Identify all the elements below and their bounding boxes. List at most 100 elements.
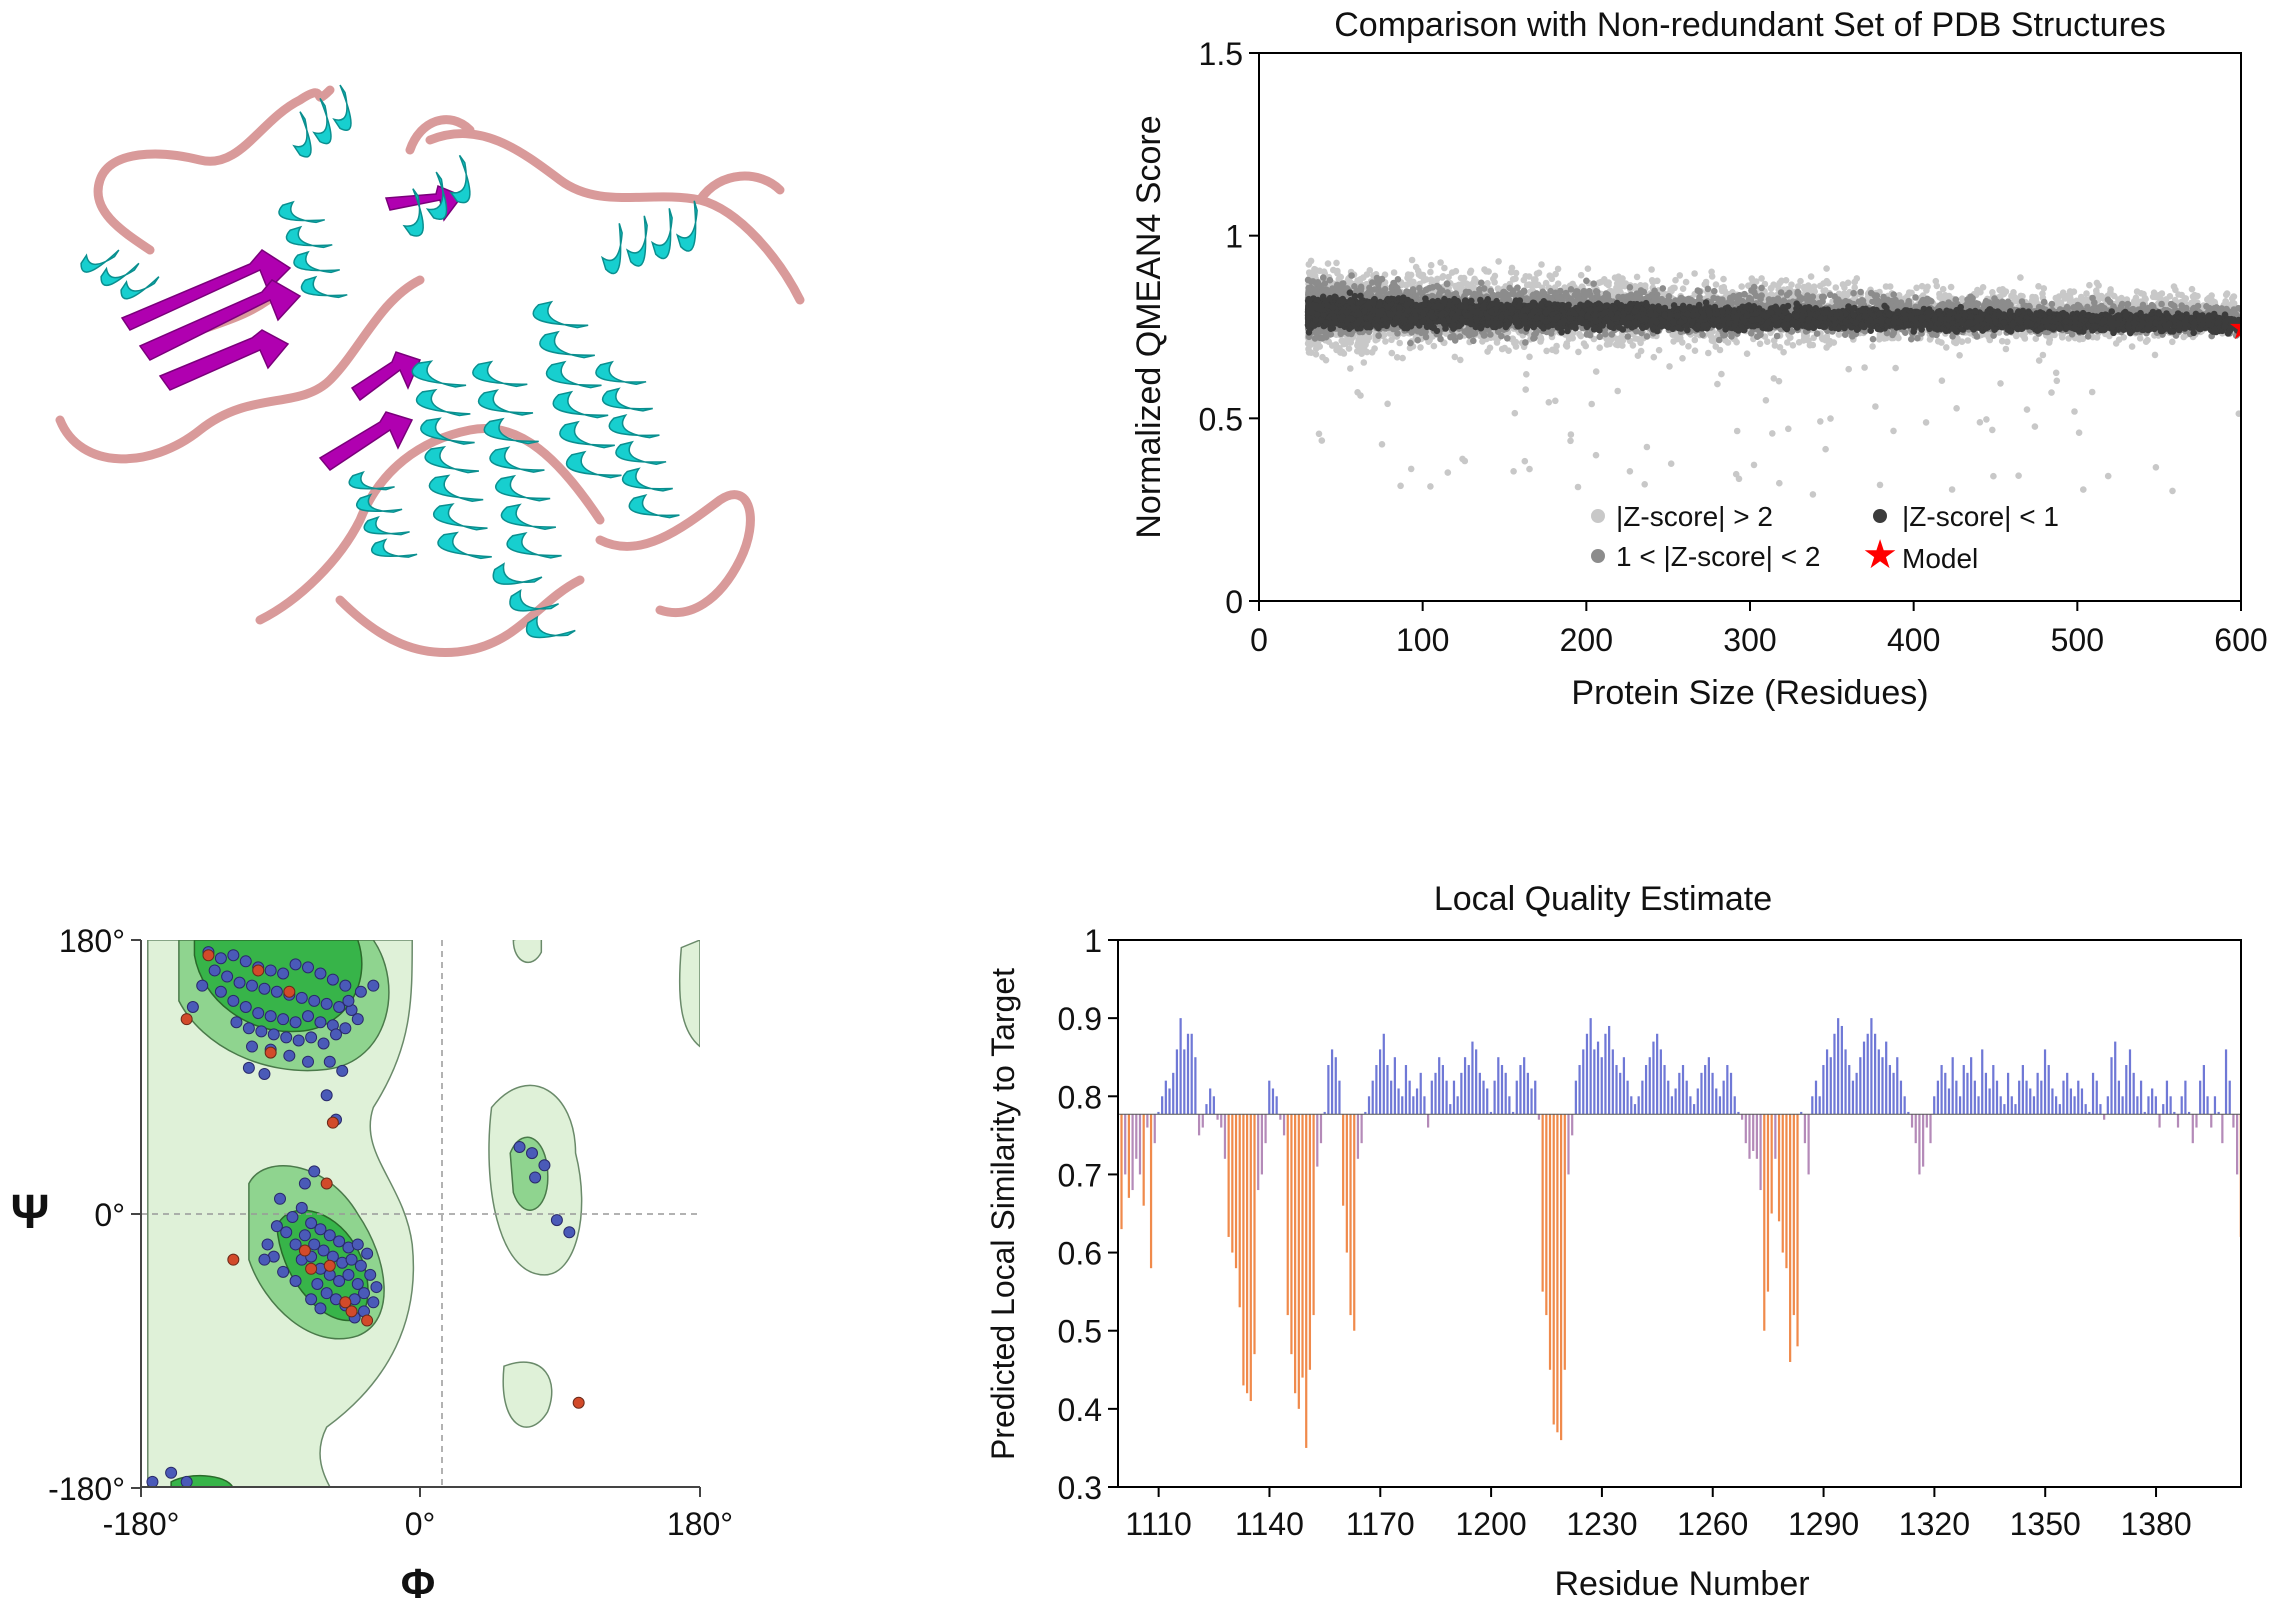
qmean-point <box>1934 338 1942 345</box>
qmean-point <box>1567 437 1574 445</box>
qmean-point <box>1738 283 1745 290</box>
qmean-point <box>1758 275 1765 282</box>
loop-segment <box>255 424 605 625</box>
qmean-point <box>1770 281 1777 289</box>
qmean-point <box>2017 274 2024 281</box>
qmean-point <box>1357 276 1364 283</box>
helix-turn <box>625 215 648 267</box>
qmean-point <box>1822 445 1829 453</box>
qmean-point <box>1788 281 1795 289</box>
qmean-point <box>1722 337 1729 344</box>
helix-turn <box>411 360 467 388</box>
qmean-point <box>1414 267 1422 275</box>
qmean-point <box>1439 274 1446 281</box>
qmean-point <box>1508 264 1516 272</box>
qmean-point <box>2115 336 2123 344</box>
qmean-point <box>1588 400 1595 408</box>
qmean-point <box>1537 338 1544 345</box>
qmean-point <box>1490 275 1497 283</box>
qmean-point <box>1437 259 1444 266</box>
qmean-point <box>1943 344 1950 351</box>
qmean-point <box>1823 265 1830 272</box>
qmean-point <box>1816 282 1824 290</box>
qmean-point <box>1567 431 1575 438</box>
qmean-point <box>1626 468 1634 475</box>
qmean-point <box>2222 291 2230 299</box>
qmean-point <box>1427 276 1435 284</box>
qmean-point <box>1735 475 1743 483</box>
helix-turn <box>80 249 120 273</box>
helix-turn <box>675 200 698 252</box>
helix-turn <box>621 467 673 492</box>
qmean-point <box>2142 338 2150 346</box>
qmean-point <box>1522 273 1529 280</box>
qmean-point <box>2080 486 2087 493</box>
qmean-point <box>1498 345 1506 353</box>
qmean-point <box>1882 283 1890 290</box>
qmean-point <box>1619 279 1627 287</box>
qmean-point <box>1895 334 1902 342</box>
qmean-point <box>2031 423 2039 430</box>
helix-turn <box>420 417 475 445</box>
beta-strand <box>350 351 422 402</box>
qmean-point <box>2053 377 2061 385</box>
loop-segment <box>55 275 425 464</box>
qmean-point <box>1526 465 1533 473</box>
qmean-point <box>1827 415 1834 422</box>
helix-turn <box>552 390 609 419</box>
helix-turn <box>348 470 395 491</box>
qmean-point <box>1655 346 1663 354</box>
qmean-point <box>1574 483 1582 491</box>
qmean-point <box>1495 258 1502 265</box>
qmean-point <box>1733 427 1741 435</box>
qmean-point <box>1876 334 1883 342</box>
qmean-point <box>1445 273 1452 281</box>
helix-turn <box>100 262 140 287</box>
qmean-point <box>1785 425 1792 433</box>
qmean-point <box>1460 274 1468 282</box>
qmean-point <box>2133 288 2141 295</box>
qmean-point <box>2178 291 2185 299</box>
qmean-point <box>1807 273 1815 280</box>
helix-turn <box>449 154 471 204</box>
qmean-point <box>2104 472 2112 480</box>
helix-turn <box>545 360 602 389</box>
qmean-point <box>1522 386 1529 393</box>
qmean-point <box>2093 279 2101 287</box>
qmean-point <box>1535 269 1543 277</box>
qmean-point <box>1648 266 1655 273</box>
qmean-point <box>1606 340 1613 348</box>
qmean-point <box>1712 281 1720 288</box>
qmean-point <box>1676 272 1684 279</box>
qmean-point <box>1505 347 1512 355</box>
qmean-point <box>2011 293 2018 301</box>
helix-turn <box>500 503 557 531</box>
qmean-point <box>1825 341 1833 348</box>
qmean-point <box>1319 353 1326 361</box>
qmean-title: Comparison with Non-redundant Set of PDB… <box>1334 6 2166 44</box>
qmean-point <box>1543 347 1550 355</box>
qmean-point <box>1809 491 1817 498</box>
qmean-point <box>1748 275 1756 282</box>
qmean-point <box>1784 339 1791 346</box>
qmean-point <box>1396 339 1403 347</box>
helix-turn <box>370 538 418 558</box>
helix-turn <box>402 188 424 237</box>
qmean-point <box>1801 334 1808 342</box>
qmean-point <box>1444 469 1452 476</box>
qmean-point <box>1776 279 1783 287</box>
qmean-point <box>1466 269 1474 276</box>
qmean-point <box>1685 343 1692 350</box>
qmean-point <box>1998 337 2006 345</box>
qmean-point <box>1407 465 1415 473</box>
qmean-point <box>1417 344 1424 351</box>
qmean-point <box>1989 426 1996 434</box>
qmean-point <box>1427 483 1434 490</box>
helix-turn <box>559 420 615 449</box>
qmean-point <box>2019 293 2026 300</box>
qmean-point <box>1316 267 1323 275</box>
helix-turn <box>355 493 403 513</box>
qmean-point <box>2086 281 2093 289</box>
qmean-point <box>2040 285 2048 292</box>
qmean-point <box>1674 335 1682 343</box>
